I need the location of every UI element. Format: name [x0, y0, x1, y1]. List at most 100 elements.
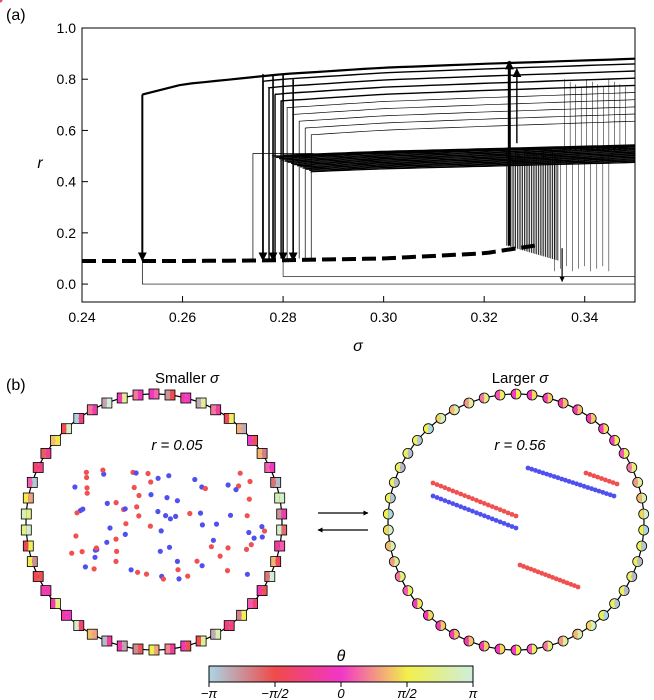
oscillator-half-left [638, 509, 644, 519]
scatter-point [521, 564, 526, 569]
oscillator-outline [526, 389, 538, 401]
oscillator-half-right [468, 398, 474, 408]
oscillator-half-right [66, 610, 72, 621]
scatter-point [572, 583, 577, 588]
oscillator-half-left [40, 585, 46, 596]
oscillator-half-right [106, 636, 112, 646]
scatter-point [135, 569, 141, 575]
oscillator-outline [26, 556, 38, 567]
oscillator-half-right [138, 390, 143, 400]
y-axis-ticks: 0.0 0.2 0.4 0.6 0.8 1.0 [57, 20, 88, 292]
scatter-point [493, 518, 499, 523]
oscillator-half-left [609, 435, 615, 446]
oscillator-square [195, 397, 207, 409]
oscillator-square [274, 540, 286, 552]
oscillator-outline [40, 447, 52, 459]
oscillator-square [195, 635, 207, 647]
oscillator-half-left [527, 390, 532, 400]
oscillator-half-right [252, 435, 258, 446]
oscillator-outline [164, 389, 176, 401]
oscillator-outline [22, 540, 34, 552]
colorbar-tick-label: 0 [337, 686, 345, 700]
oscillator-half-right [400, 571, 406, 582]
scatter-point [575, 584, 581, 590]
oscillator-half-right [591, 413, 597, 424]
scatter-point [517, 562, 523, 568]
scatter-point [194, 558, 200, 564]
scatter-point [143, 571, 150, 577]
middle-trace [287, 151, 636, 163]
oscillator-square [20, 508, 32, 520]
oscillator-half-left [412, 435, 418, 446]
oscillator-outline [132, 389, 144, 401]
oscillator-half-left [247, 598, 253, 609]
scatter-point [224, 568, 231, 574]
oscillator-half-right [428, 610, 434, 621]
oscillator-outline [236, 609, 248, 621]
scatter-point [163, 513, 169, 519]
oscillator-circle [494, 389, 506, 401]
oscillator-outline [411, 598, 423, 609]
scatter-point [501, 508, 507, 514]
oscillator-square [210, 404, 222, 416]
oscillator-square [116, 392, 128, 404]
oscillator-outline [526, 643, 538, 655]
oscillator-square [164, 389, 176, 401]
scatter-point [79, 549, 85, 555]
oscillator-outline [116, 392, 128, 404]
scatter-point [446, 486, 452, 492]
oscillator-outline [636, 492, 648, 504]
scatter-point [462, 493, 467, 498]
upper-branch [141, 57, 636, 96]
oscillator-outline [247, 434, 259, 446]
oscillator-half-right [229, 620, 235, 631]
scatter-point [213, 521, 220, 527]
oscillator-half-right [407, 448, 413, 459]
oscillator-half-left [133, 390, 138, 400]
colorbar: θ −π −π/2 0 π/2 π [201, 648, 478, 700]
oscillator-half-left [479, 393, 485, 403]
oscillator-half-right [281, 525, 287, 535]
oscillator-half-left [257, 585, 263, 596]
oscillator-half-right [26, 525, 32, 535]
oscillator-half-left [586, 413, 592, 424]
oscillator-half-left [270, 556, 276, 567]
oscillator-circle [411, 434, 423, 446]
oscillator-square [223, 412, 235, 424]
oscillator-half-right [262, 585, 268, 596]
oscillator-outline [463, 635, 475, 647]
oscillator-half-right [281, 509, 287, 519]
oscillator-outline [411, 434, 423, 446]
oscillator-half-left [276, 509, 282, 519]
scatter-point [174, 558, 180, 565]
oscillator-circle [542, 640, 554, 652]
oscillator-half-left [165, 390, 170, 400]
oscillator-half-left [40, 448, 46, 459]
scatter-point [128, 567, 134, 573]
scatter-point [69, 550, 75, 556]
oscillator-outline [382, 524, 394, 536]
oscillator-half-right [275, 556, 281, 567]
oscillator-half-left [27, 556, 33, 567]
oscillator-outline [572, 404, 584, 416]
oscillator-half-right [624, 448, 630, 459]
scatter-point [561, 579, 566, 584]
oscillator-half-left [395, 571, 401, 582]
oscillator-circle [384, 492, 396, 504]
y-tick-label: 0.2 [57, 225, 77, 241]
scatter-point [104, 539, 110, 545]
oscillator-half-left [586, 620, 592, 631]
scatter-point [166, 544, 173, 550]
oscillator-square [180, 392, 192, 404]
scatter-point [614, 481, 620, 487]
oscillator-outline [86, 404, 98, 416]
oscillator-outline [276, 524, 288, 536]
y-axis-label: r [37, 155, 43, 172]
oscillator-half-right [154, 389, 159, 399]
upper-trace [298, 106, 636, 259]
oscillator-half-right [641, 541, 647, 551]
scatter-point [454, 490, 460, 495]
oscillator-half-right [154, 645, 159, 655]
oscillator-half-right [532, 644, 537, 654]
scatter-point [611, 493, 617, 499]
